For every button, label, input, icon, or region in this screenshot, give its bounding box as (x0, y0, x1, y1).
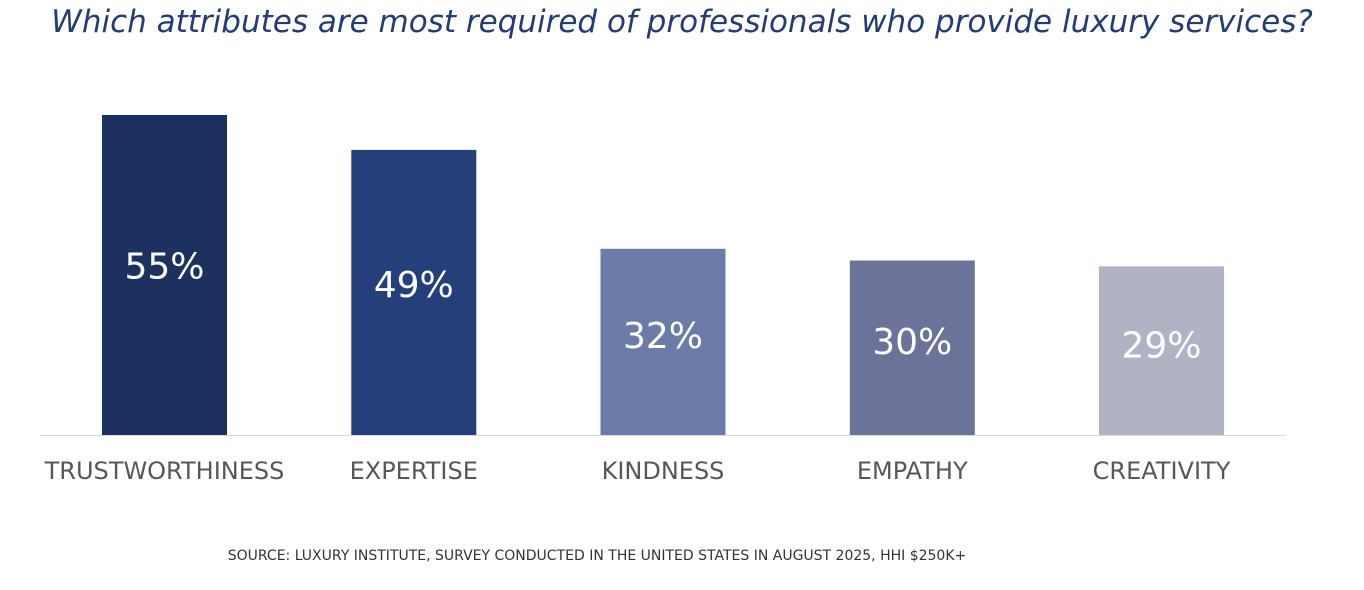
bar-kindness (600, 248, 726, 435)
bar-trustworthiness (102, 115, 227, 435)
category-label: CREATIVITY (1093, 457, 1231, 485)
bar-value-label: 30% (872, 322, 952, 363)
bar-expertise (351, 149, 477, 435)
bar-creativity (1099, 266, 1224, 435)
category-label: KINDNESS (602, 457, 725, 485)
category-label: EXPERTISE (350, 457, 478, 485)
bars-group: 55% TRUSTWORTHINESS 49% EXPERTISE 32% KINDNES… (44, 115, 1231, 485)
category-label: EMPATHY (857, 457, 968, 485)
source-note: SOURCE: LUXURY INSTITUTE, SURVEY CONDUCT… (227, 548, 967, 564)
bar-value-label: 32% (623, 316, 703, 357)
chart-title: Which attributes are most required of pr… (51, 4, 1313, 40)
bar-empathy (849, 260, 975, 435)
bar-value-label: 49% (374, 265, 454, 306)
bar-value-label: 55% (124, 247, 204, 288)
category-label: TRUSTWORTHINESS (44, 457, 285, 485)
bar-value-label: 29% (1121, 325, 1201, 366)
